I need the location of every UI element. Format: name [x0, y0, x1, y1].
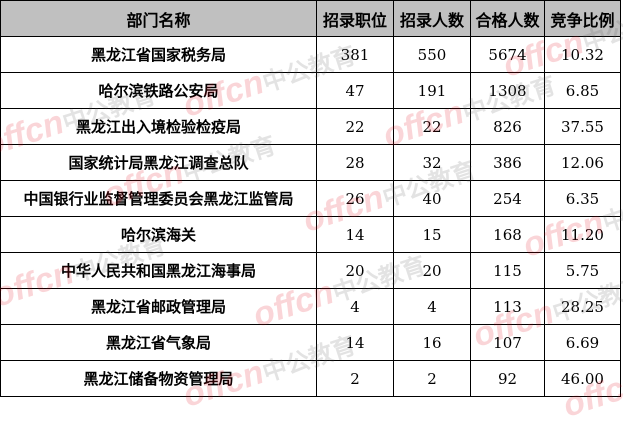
- positions-cell: 28: [316, 144, 394, 181]
- hires-cell: 40: [393, 180, 471, 217]
- qualified-cell: 5674: [470, 36, 545, 73]
- qualified-cell: 92: [470, 360, 545, 397]
- positions-cell: 14: [316, 324, 394, 361]
- hires-cell: 15: [393, 216, 471, 253]
- header-hires: 招录人数: [393, 0, 471, 37]
- department-cell: 黑龙江省邮政管理局: [0, 288, 317, 325]
- header-positions: 招录职位: [316, 0, 394, 37]
- department-cell: 黑龙江省国家税务局: [0, 36, 317, 73]
- ratio-cell: 46.00: [544, 360, 621, 397]
- table-row: 黑龙江省气象局 14 16 107 6.69: [0, 324, 621, 361]
- department-cell: 中国银行业监督管理委员会黑龙江监管局: [0, 180, 317, 217]
- ratio-cell: 37.55: [544, 108, 621, 145]
- table-row: 哈尔滨铁路公安局 47 191 1308 6.85: [0, 72, 621, 109]
- department-cell: 哈尔滨铁路公安局: [0, 72, 317, 109]
- header-row: 部门名称 招录职位 招录人数 合格人数 竞争比例: [0, 0, 621, 37]
- positions-cell: 20: [316, 252, 394, 289]
- department-cell: 黑龙江省气象局: [0, 324, 317, 361]
- hires-cell: 16: [393, 324, 471, 361]
- hires-cell: 4: [393, 288, 471, 325]
- table-row: 黑龙江省邮政管理局 4 4 113 28.25: [0, 288, 621, 325]
- positions-cell: 22: [316, 108, 394, 145]
- ratio-cell: 6.69: [544, 324, 621, 361]
- table-row: 黑龙江储备物资管理局 2 2 92 46.00: [0, 360, 621, 397]
- qualified-cell: 113: [470, 288, 545, 325]
- positions-cell: 14: [316, 216, 394, 253]
- department-cell: 哈尔滨海关: [0, 216, 317, 253]
- header-qualified: 合格人数: [470, 0, 545, 37]
- qualified-cell: 386: [470, 144, 545, 181]
- ratio-cell: 12.06: [544, 144, 621, 181]
- table-row: 黑龙江省国家税务局 381 550 5674 10.32: [0, 36, 621, 73]
- positions-cell: 381: [316, 36, 394, 73]
- positions-cell: 47: [316, 72, 394, 109]
- ratio-cell: 5.75: [544, 252, 621, 289]
- department-cell: 中华人民共和国黑龙江海事局: [0, 252, 317, 289]
- ratio-cell: 6.85: [544, 72, 621, 109]
- department-cell: 黑龙江出入境检验检疫局: [0, 108, 317, 145]
- ratio-cell: 10.32: [544, 36, 621, 73]
- ratio-cell: 28.25: [544, 288, 621, 325]
- positions-cell: 26: [316, 180, 394, 217]
- qualified-cell: 826: [470, 108, 545, 145]
- hires-cell: 22: [393, 108, 471, 145]
- header-ratio: 竞争比例: [544, 0, 621, 37]
- positions-cell: 4: [316, 288, 394, 325]
- table-row: 黑龙江出入境检验检疫局 22 22 826 37.55: [0, 108, 621, 145]
- ratio-cell: 11.20: [544, 216, 621, 253]
- table-row: 哈尔滨海关 14 15 168 11.20: [0, 216, 621, 253]
- hires-cell: 550: [393, 36, 471, 73]
- ratio-cell: 6.35: [544, 180, 621, 217]
- table-row: 中国银行业监督管理委员会黑龙江监管局 26 40 254 6.35: [0, 180, 621, 217]
- department-cell: 黑龙江储备物资管理局: [0, 360, 317, 397]
- qualified-cell: 168: [470, 216, 545, 253]
- table-row: 国家统计局黑龙江调查总队 28 32 386 12.06: [0, 144, 621, 181]
- qualified-cell: 107: [470, 324, 545, 361]
- hires-cell: 2: [393, 360, 471, 397]
- hires-cell: 32: [393, 144, 471, 181]
- qualified-cell: 254: [470, 180, 545, 217]
- hires-cell: 191: [393, 72, 471, 109]
- positions-cell: 2: [316, 360, 394, 397]
- data-table: 部门名称 招录职位 招录人数 合格人数 竞争比例 黑龙江省国家税务局 381 550…: [0, 0, 621, 397]
- department-cell: 国家统计局黑龙江调查总队: [0, 144, 317, 181]
- table-row: 中华人民共和国黑龙江海事局 20 20 115 5.75: [0, 252, 621, 289]
- hires-cell: 20: [393, 252, 471, 289]
- header-department: 部门名称: [0, 0, 317, 37]
- qualified-cell: 1308: [470, 72, 545, 109]
- qualified-cell: 115: [470, 252, 545, 289]
